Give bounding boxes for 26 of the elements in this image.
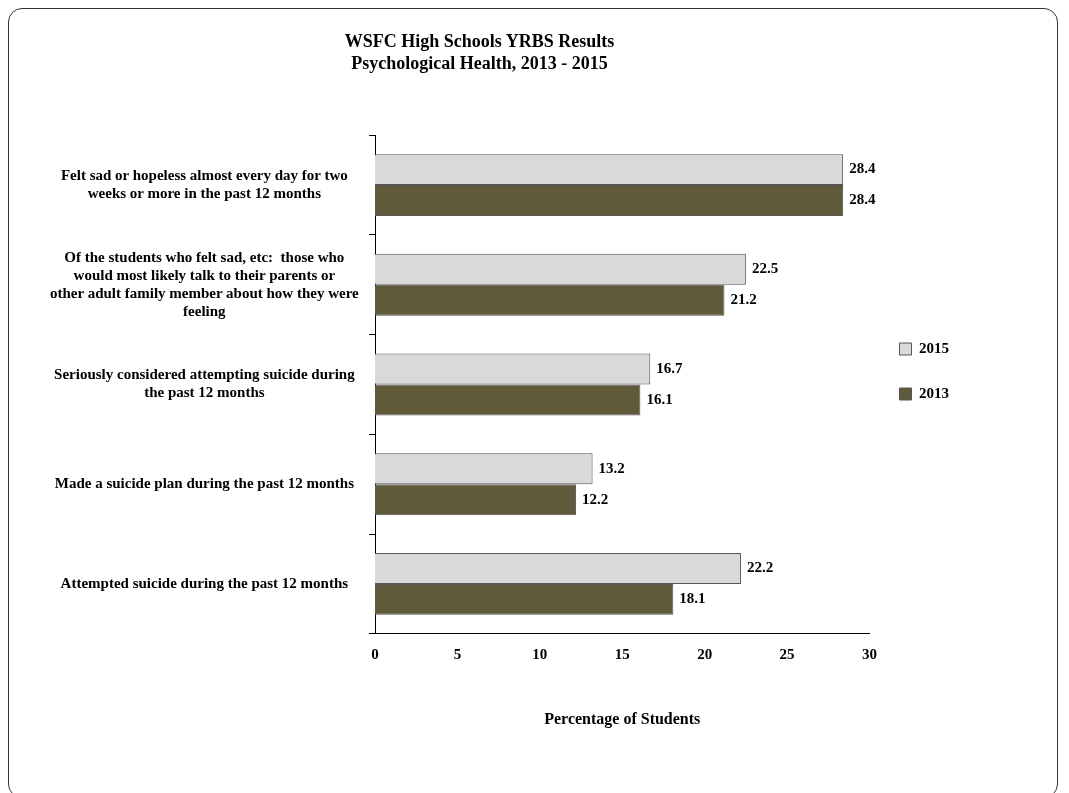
data-label: 16.7 bbox=[656, 359, 684, 376]
legend-label: 2015 bbox=[919, 339, 949, 356]
x-tick-label: 25 bbox=[779, 645, 795, 662]
y-tick-label: Felt sad or hopeless almost every day for two weeks or more in the past 12 months bbox=[60, 166, 348, 201]
y-tick-label: Seriously considered attempting suicide during the past 12 months bbox=[54, 366, 356, 401]
data-label: 22.5 bbox=[751, 260, 779, 277]
y-tick-label: Of the students who felt sad, etc: those who would most likely talk to their parents or other adult family member about how they were feeling bbox=[50, 248, 360, 319]
x-tick-label: 0 bbox=[371, 645, 379, 662]
data-label: 28.4 bbox=[849, 191, 876, 208]
legend-label: 2013 bbox=[919, 384, 949, 401]
data-label: 13.2 bbox=[598, 459, 625, 476]
x-tick-label: 10 bbox=[532, 645, 548, 662]
x-tick-label: 5 bbox=[453, 645, 462, 662]
data-label: 12.2 bbox=[582, 490, 609, 507]
y-tick-label: Made a suicide plan during the past 12 months bbox=[54, 475, 355, 492]
x-axis-title: Percentage of Students bbox=[544, 709, 701, 728]
data-label: 28.4 bbox=[849, 160, 876, 177]
data-label: 16.1 bbox=[646, 390, 673, 407]
x-tick-label: 20 bbox=[697, 645, 713, 662]
data-label: 18.1 bbox=[679, 590, 706, 607]
x-tick-label: 30 bbox=[862, 645, 877, 662]
data-label: 21.2 bbox=[730, 291, 757, 308]
chart-title: WSFC High Schools YRBS Results Psychological Health, 2013 - 2015 bbox=[344, 31, 615, 74]
y-tick-label: Attempted suicide during the past 12 months bbox=[60, 574, 349, 591]
data-label: 22.2 bbox=[746, 559, 774, 576]
x-tick-label: 15 bbox=[614, 645, 630, 662]
